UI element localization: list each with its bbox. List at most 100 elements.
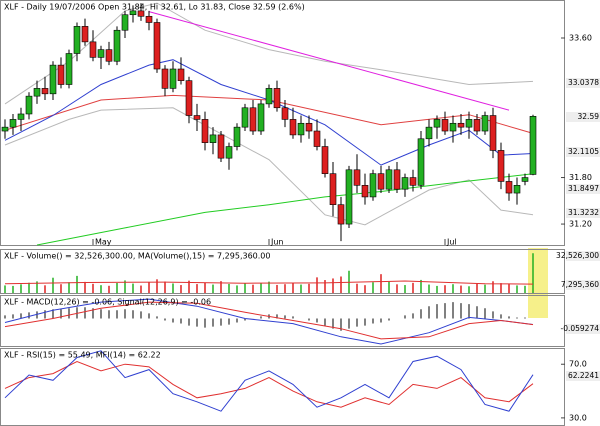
candle-body xyxy=(441,119,449,132)
candle-body xyxy=(353,169,361,186)
value-tag-label: -0.059274 xyxy=(561,324,600,333)
candle-body xyxy=(505,181,513,194)
candle-body xyxy=(289,119,297,136)
value-tag xyxy=(566,324,600,334)
candle-body xyxy=(409,177,417,186)
series-line xyxy=(4,298,534,345)
candle-body xyxy=(417,138,425,186)
candle-body xyxy=(497,150,505,182)
candle-body xyxy=(105,49,113,62)
y-tick-label: 33.60 xyxy=(569,33,592,42)
candle-body xyxy=(345,169,353,225)
y-tick-label: 30.0 xyxy=(569,413,587,422)
y-tick-label: 70.0 xyxy=(569,360,587,369)
value-tag-label: 33.0378 xyxy=(568,78,599,87)
candle-body xyxy=(241,107,249,128)
panel-title: XLF - Volume() = 32,526,300.00, MA(Volum… xyxy=(4,252,270,261)
candle-body xyxy=(17,113,25,120)
series-line xyxy=(4,280,534,285)
candle-body xyxy=(393,169,401,190)
candle-body xyxy=(489,115,497,151)
candle-body xyxy=(65,53,73,85)
candle-body xyxy=(233,126,241,147)
candle-body xyxy=(529,115,537,175)
candle-body xyxy=(457,122,465,128)
value-tag-label: 31.8497 xyxy=(568,184,599,193)
y-tick-label: 31.20 xyxy=(569,220,592,229)
value-tag-label: 31.3232 xyxy=(568,208,599,217)
candle-body xyxy=(249,107,257,132)
value-tag xyxy=(566,280,600,290)
panel-title: XLF - RSI(15) = 55.49, MFI(14) = 62.22 xyxy=(4,351,161,360)
candle-body xyxy=(193,115,201,120)
series-line xyxy=(4,360,534,408)
candle-body xyxy=(369,173,377,198)
candle-body xyxy=(321,146,329,174)
value-tag-label: 32.1105 xyxy=(568,147,599,156)
candle-body xyxy=(1,126,9,132)
candle-body xyxy=(361,185,369,198)
value-tag xyxy=(566,112,600,122)
value-tag xyxy=(566,147,600,157)
panel-frame xyxy=(0,249,565,294)
candle-body xyxy=(137,10,145,17)
candle-body xyxy=(129,10,137,16)
value-tag xyxy=(566,208,600,218)
candle-body xyxy=(145,15,153,23)
x-tick-label: May xyxy=(95,238,112,247)
candle-body xyxy=(521,177,529,182)
candle-body xyxy=(97,49,105,58)
series-line xyxy=(4,2,534,105)
x-tick-label: Jun xyxy=(270,238,284,247)
candle-body xyxy=(433,119,441,128)
series-line xyxy=(36,173,534,246)
candle-body xyxy=(265,88,273,105)
candle-body xyxy=(217,134,225,159)
candle-body xyxy=(121,14,129,31)
candle-body xyxy=(449,122,457,132)
candle-body xyxy=(425,126,433,140)
value-tag xyxy=(566,78,600,88)
candle-body xyxy=(81,26,89,43)
candle-body xyxy=(209,134,217,143)
candle-body xyxy=(9,119,17,128)
candle-body xyxy=(481,115,489,132)
value-tag-label: 7,295,360 xyxy=(561,280,599,289)
y-tick-label: 31.80 xyxy=(569,173,592,182)
candle-body xyxy=(273,88,281,109)
value-tag-label: 32,526,300 xyxy=(556,251,599,260)
panel-frame xyxy=(0,295,565,347)
candle-body xyxy=(41,88,49,95)
candle-body xyxy=(201,119,209,143)
candle-body xyxy=(33,88,41,97)
candle-body xyxy=(73,26,81,54)
value-tag-label: 62.2241 xyxy=(568,371,599,380)
candle-body xyxy=(513,185,521,194)
panel-frame xyxy=(0,0,565,246)
value-tag-label: 32.59 xyxy=(578,112,600,121)
candle-body xyxy=(401,177,409,190)
candle-body xyxy=(185,80,193,116)
candle-body xyxy=(337,204,345,225)
candle-body xyxy=(385,169,393,190)
candle-body xyxy=(329,173,337,205)
series-line xyxy=(4,107,534,226)
candle-body xyxy=(169,68,177,89)
candle-body xyxy=(281,107,289,120)
candle-body xyxy=(89,41,97,58)
candle-body xyxy=(49,64,57,95)
value-tag xyxy=(566,371,600,381)
candle-body xyxy=(377,173,385,190)
candle-body xyxy=(57,64,65,85)
candle-body xyxy=(153,22,161,70)
candle-body xyxy=(313,130,321,147)
candle-body xyxy=(225,146,233,159)
candle-body xyxy=(473,119,481,132)
candle-body xyxy=(177,68,185,81)
candle-body xyxy=(25,95,33,115)
highlight xyxy=(528,248,548,318)
candle-body xyxy=(161,68,169,89)
series-line xyxy=(4,350,534,412)
